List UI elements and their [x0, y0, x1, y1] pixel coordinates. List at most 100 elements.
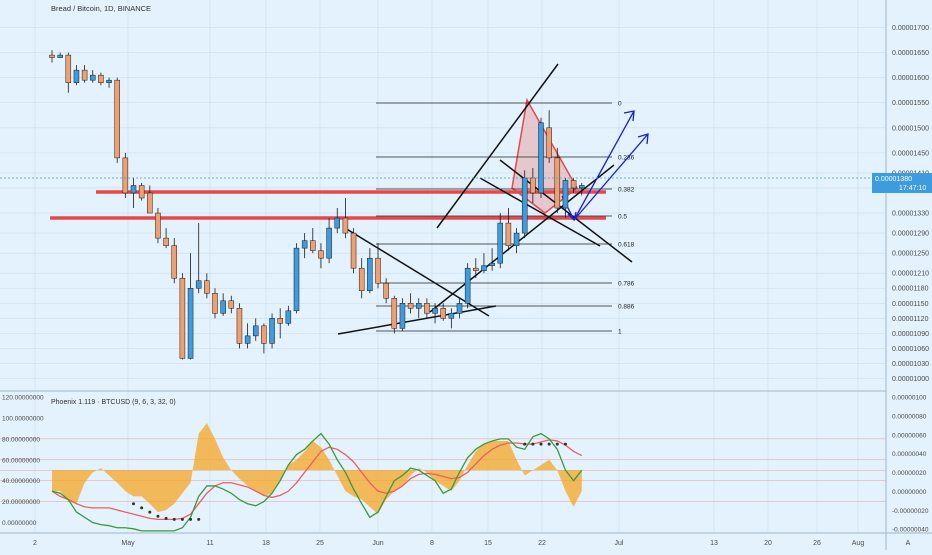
candle [456, 298, 463, 319]
candle-body-down [424, 303, 430, 314]
candle [350, 228, 357, 274]
osc-dot [547, 442, 551, 446]
candle-body-down [342, 217, 349, 234]
candle [481, 253, 487, 274]
candle-body-down [277, 318, 283, 324]
time-tick-label: Jun [372, 540, 383, 547]
osc-right-tick-label: 0.00000060 [892, 432, 927, 439]
candle-body-up [285, 310, 292, 324]
candle [301, 233, 308, 259]
candle [244, 323, 251, 349]
candle [473, 258, 479, 279]
candle [204, 273, 210, 299]
candle-body-down [65, 54, 72, 83]
triangle-pattern[interactable] [511, 97, 578, 214]
candle [90, 70, 96, 83]
candle-body-down [163, 237, 169, 246]
price-tick-label: 0.00001330 [892, 211, 929, 218]
candle [416, 298, 422, 319]
candle-body-up [497, 222, 503, 264]
time-tick-label: 22 [538, 540, 546, 547]
candle [220, 293, 226, 316]
time-tick-label: 2 [33, 540, 37, 547]
candle [383, 278, 389, 304]
price-tick-label: 0.00001090 [892, 331, 929, 338]
osc-right-tick-label: -0.00000040 [892, 527, 929, 534]
diagonal-line-2[interactable] [499, 159, 633, 263]
candle-body-down [122, 157, 129, 194]
candle-body-down [570, 180, 577, 189]
candle-body-down [310, 240, 316, 251]
candle [277, 308, 283, 339]
candle-body-up [367, 257, 373, 292]
price-tick-label: 0.00001120 [892, 316, 929, 323]
candle [253, 318, 259, 341]
osc-right-tick-label: 0.00000040 [892, 451, 927, 458]
candle [342, 198, 349, 239]
wedge-line-lower[interactable] [337, 305, 497, 335]
candle-body-up [269, 318, 275, 344]
fib-level-label: 0.618 [618, 242, 635, 249]
candle [81, 65, 88, 83]
channel-line-upper[interactable] [436, 63, 559, 229]
price-tick-label: 0.00001700 [892, 25, 929, 32]
fib-level-label: 0.236 [618, 155, 635, 162]
candle-body-down [318, 250, 324, 259]
candle-body-up [130, 185, 137, 194]
candle-body-down [81, 69, 88, 81]
candle-body-up [521, 177, 528, 234]
candle-body-down [171, 245, 177, 279]
time-axis[interactable]: 2 May 11 18 25 Jun 8 15 22 Jul 13 20 26 Aug A [33, 540, 911, 547]
osc-dot [148, 510, 152, 514]
time-tick-label: 26 [813, 540, 821, 547]
candle-body-down [204, 280, 210, 294]
projection-arrow-1[interactable] [573, 110, 635, 221]
candle-body-down [147, 192, 153, 214]
osc-dot [140, 506, 144, 510]
oscillator-axes[interactable]: 120.00000000 100.00000000 80.00000000 60.00… [2, 395, 929, 534]
price-tick-label: 0.00001180 [892, 286, 929, 293]
drawings[interactable]: 0 0.236 0.382 0.5 0.618 0.786 0.886 1 [50, 63, 649, 336]
time-tick-label: 18 [262, 540, 270, 547]
candle [212, 288, 218, 319]
candle [65, 52, 72, 93]
countdown-label: 17:47:10 [899, 185, 926, 192]
candle [57, 52, 63, 58]
candle-body-up [489, 262, 495, 266]
time-tick-label: Aug [852, 540, 865, 547]
candle [407, 293, 414, 314]
time-tick-label: Jul [615, 540, 624, 547]
channel-line-lower[interactable] [429, 164, 615, 313]
time-tick-label: 13 [710, 540, 718, 547]
osc-dot [180, 517, 184, 521]
candle-body-up [187, 287, 194, 359]
arrowhead-2-icon [637, 133, 649, 145]
candle [448, 308, 455, 329]
osc-left-tick-label: 100.00000000 [2, 415, 44, 422]
time-tick-label: 8 [430, 540, 434, 547]
osc-left-tick-label: 60.00000000 [2, 457, 40, 464]
candle [155, 208, 161, 244]
candle [489, 248, 495, 271]
projection-arrow-2[interactable] [573, 133, 649, 221]
price-tick-label: 0.00001060 [892, 346, 929, 353]
candle [562, 177, 569, 219]
price-tick-label: 0.00001550 [892, 100, 929, 107]
osc-left-tick-label: 0.00000000 [2, 520, 37, 527]
candle [538, 117, 544, 198]
price-tick-label: 0.00001000 [892, 376, 929, 383]
price-tick-label: 0.00001500 [892, 125, 929, 132]
osc-slow-line [51, 439, 583, 521]
candle [106, 77, 112, 88]
candle-body-up [57, 54, 63, 58]
osc-dot [523, 442, 527, 446]
osc-fast-line [51, 432, 583, 532]
osc-dot [539, 442, 543, 446]
candle [195, 223, 202, 294]
fib-level-label: 0.886 [618, 304, 635, 311]
osc-area [52, 423, 582, 515]
candle-body-up [220, 300, 226, 314]
osc-dot [531, 442, 535, 446]
